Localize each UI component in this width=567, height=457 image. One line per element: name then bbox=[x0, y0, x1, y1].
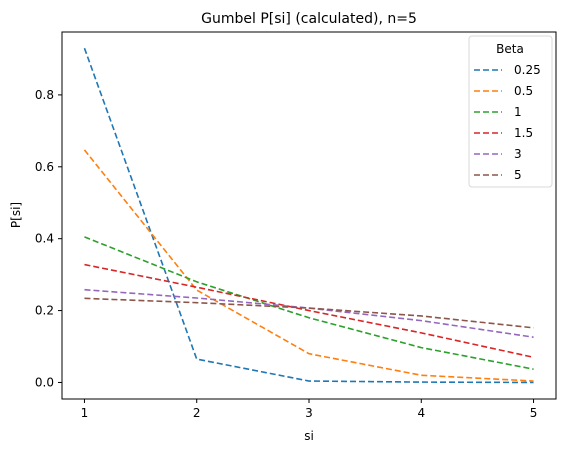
legend-label: 3 bbox=[514, 147, 522, 161]
x-axis-label: si bbox=[304, 429, 314, 443]
y-tick-label: 0.0 bbox=[35, 375, 54, 389]
legend: Beta 0.25 0.5 1 1.5 3 5 bbox=[468, 35, 553, 188]
x-tick-label: 1 bbox=[81, 406, 89, 420]
legend-box bbox=[468, 35, 553, 188]
series-line-5 bbox=[84, 297, 534, 329]
legend-label: 0.25 bbox=[514, 63, 541, 77]
legend-label: 1 bbox=[514, 105, 522, 119]
y-tick-label: 0.2 bbox=[35, 304, 54, 318]
x-tick-label: 3 bbox=[305, 406, 313, 420]
y-tick-label: 0.6 bbox=[35, 160, 54, 174]
plot-lines bbox=[83, 47, 534, 384]
y-axis: 0.0 0.2 0.4 0.6 0.8 bbox=[35, 88, 62, 389]
series-line-1 bbox=[83, 149, 534, 382]
legend-items: 0.25 0.5 1 1.5 3 5 bbox=[474, 63, 541, 182]
legend-title: Beta bbox=[496, 42, 524, 56]
y-tick-label: 0.8 bbox=[35, 88, 54, 102]
series-line-3 bbox=[84, 263, 534, 359]
x-axis: 1 2 3 4 5 bbox=[81, 399, 538, 420]
series-line-4 bbox=[84, 288, 534, 338]
series-line-2 bbox=[84, 236, 534, 370]
x-tick-label: 4 bbox=[417, 406, 425, 420]
chart-title: Gumbel P[si] (calculated), n=5 bbox=[201, 11, 417, 27]
y-tick-label: 0.4 bbox=[35, 232, 54, 246]
y-axis-label: P[si] bbox=[9, 202, 23, 228]
x-tick-label: 2 bbox=[193, 406, 201, 420]
series-line-0 bbox=[83, 47, 534, 384]
legend-label: 0.5 bbox=[514, 84, 533, 98]
legend-label: 1.5 bbox=[514, 126, 533, 140]
legend-label: 5 bbox=[514, 168, 522, 182]
x-tick-label: 5 bbox=[530, 406, 538, 420]
